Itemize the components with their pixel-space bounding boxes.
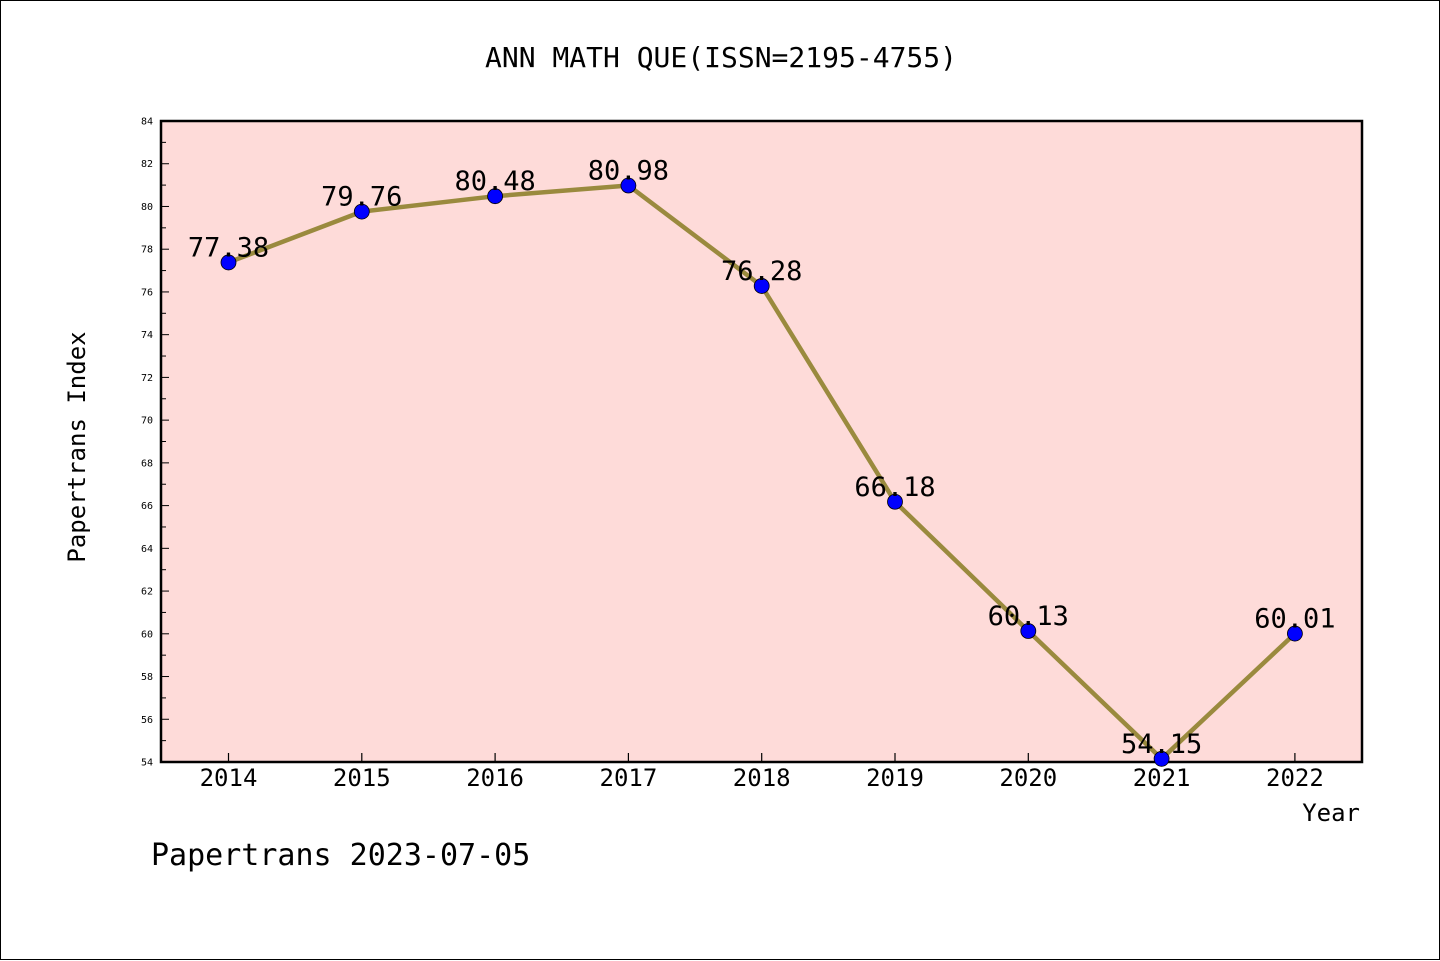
x-axis: 2014 2015 2016 2017 2018 2019 2020 2021 2022 — [200, 753, 1324, 792]
x-tick-label: 2018 — [733, 764, 791, 792]
data-label: 76.28 — [721, 256, 802, 287]
data-label: 79.76 — [321, 182, 402, 213]
x-axis-label: Year — [1302, 799, 1360, 827]
data-label: 77.38 — [188, 232, 269, 263]
data-labels: 77.38 79.76 80.48 80.98 76.28 66.18 60.13 54.15… — [188, 156, 1336, 760]
data-point — [353, 203, 370, 220]
chart-title: ANN MATH QUE(ISSN=2195-4755) — [485, 41, 957, 74]
y-tick-label: 66 — [141, 501, 153, 512]
data-point — [1020, 623, 1037, 639]
x-tick-label: 2015 — [333, 764, 391, 792]
x-tick-label: 2021 — [1133, 764, 1191, 792]
data-label: 80.98 — [588, 156, 669, 187]
y-tick-label: 58 — [141, 672, 153, 683]
data-point — [1287, 625, 1303, 642]
y-tick-label: 84 — [141, 117, 153, 128]
x-tick-label: 2014 — [200, 764, 258, 792]
y-tick-label: 64 — [141, 544, 153, 555]
x-tick-label: 2020 — [999, 764, 1057, 792]
y-tick-label: 60 — [141, 629, 153, 640]
y-tick-label: 78 — [141, 245, 153, 256]
y-tick-label: 80 — [141, 202, 153, 213]
footer-text: Papertrans 2023-07-05 — [151, 838, 530, 873]
data-point — [220, 254, 237, 271]
data-point — [753, 278, 770, 294]
data-point — [1153, 750, 1170, 767]
data-label: 60.01 — [1254, 604, 1335, 635]
data-label: 54.15 — [1121, 729, 1202, 760]
series-group — [220, 177, 1303, 767]
y-tick-label: 62 — [141, 587, 153, 598]
plot-area — [159, 119, 1364, 764]
data-label: 60.13 — [988, 601, 1069, 632]
x-tick-label: 2019 — [866, 764, 924, 792]
y-tick-label: 74 — [141, 330, 153, 341]
y-axis-label: Papertrans Index — [63, 331, 91, 562]
data-label: 80.48 — [454, 166, 535, 197]
y-tick-label: 68 — [141, 458, 153, 469]
data-point — [887, 493, 903, 510]
x-tick-label: 2016 — [466, 764, 524, 792]
y-axis: 54 56 58 60 62 64 66 68 70 72 74 76 78 80 82 84 — [141, 117, 169, 769]
y-tick-label: 76 — [141, 287, 153, 298]
x-tick-label: 2022 — [1266, 764, 1324, 792]
y-tick-label: 54 — [141, 758, 153, 769]
data-point — [620, 177, 637, 194]
y-tick-label: 72 — [141, 373, 153, 384]
data-label: 66.18 — [854, 472, 935, 503]
data-point — [487, 188, 504, 205]
y-tick-label: 82 — [141, 159, 153, 170]
x-tick-label: 2017 — [600, 764, 658, 792]
y-tick-label: 70 — [141, 416, 153, 427]
y-tick-label: 56 — [141, 715, 153, 726]
